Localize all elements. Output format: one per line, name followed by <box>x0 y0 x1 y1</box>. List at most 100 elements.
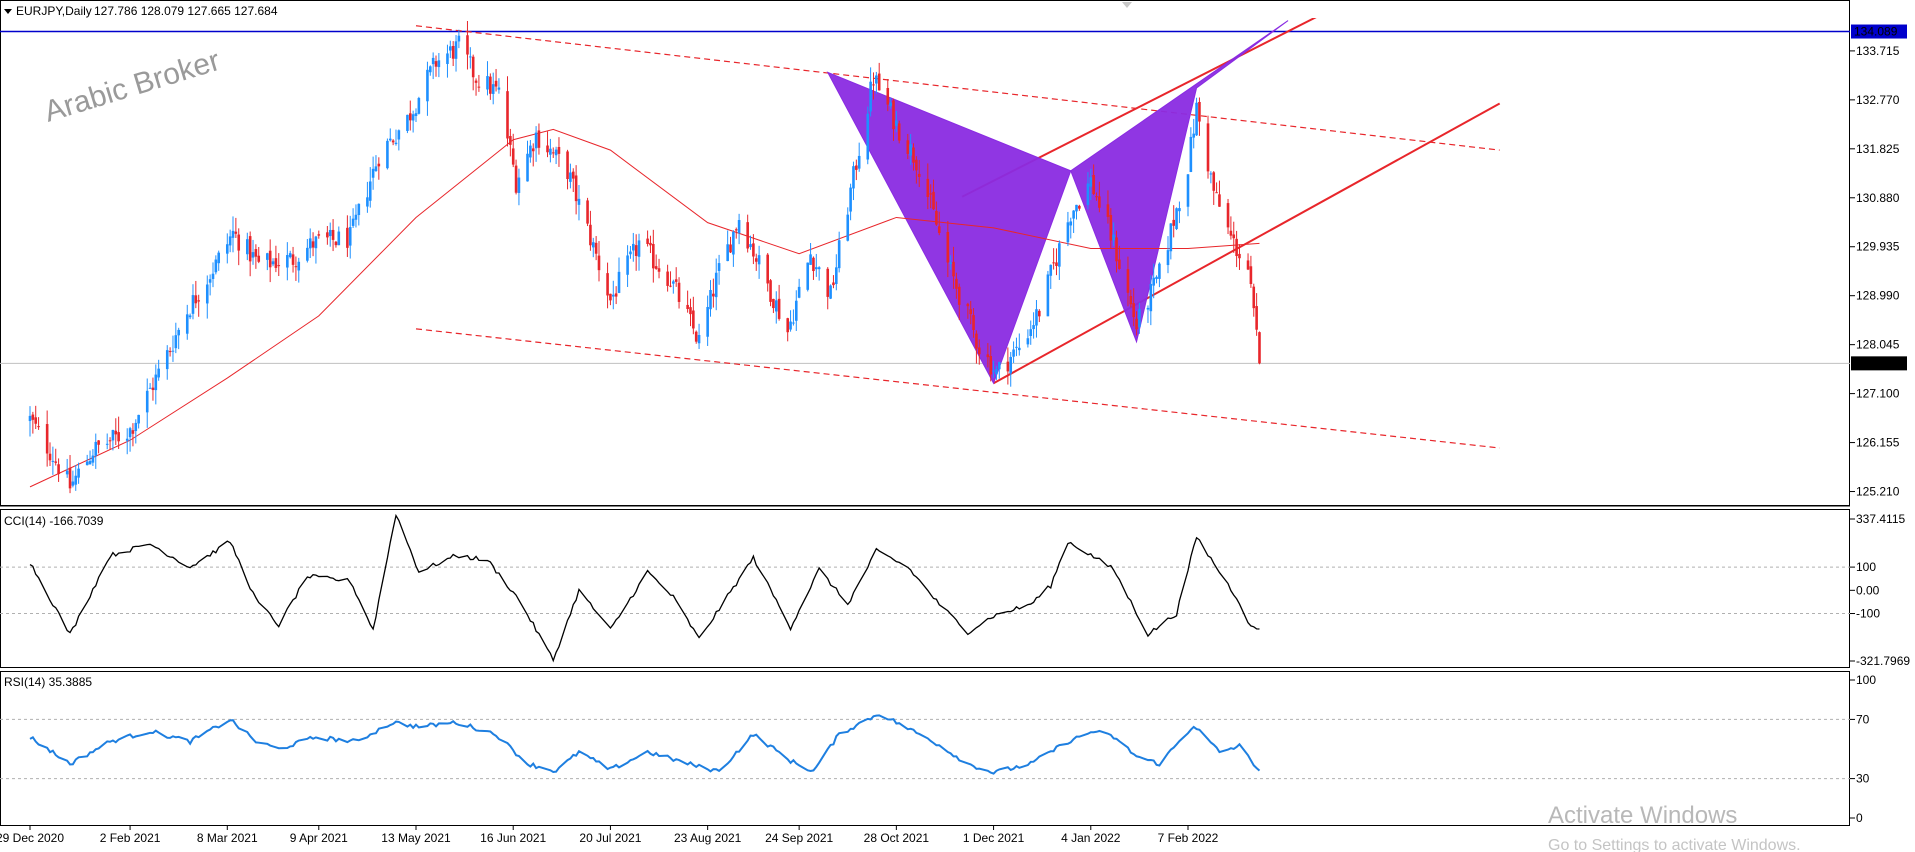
candle-body <box>248 236 252 262</box>
candle-body <box>1135 318 1138 330</box>
candle-body <box>657 268 661 272</box>
candle-body <box>652 243 655 269</box>
candle-body <box>511 148 515 165</box>
candle-body <box>812 257 815 272</box>
time-tick-label: 8 Mar 2021 <box>197 831 258 845</box>
cci-title: CCI(14) -166.7039 <box>4 514 104 528</box>
candle-body <box>51 460 55 462</box>
candle-body <box>268 250 272 268</box>
candle-body <box>274 258 278 268</box>
candle-body <box>1112 234 1115 241</box>
candle-body <box>966 303 970 307</box>
candle-body <box>729 244 732 253</box>
candle-body <box>614 293 618 297</box>
candle-body <box>1238 253 1241 259</box>
candle-body <box>277 265 281 267</box>
time-tick-label: 23 Aug 2021 <box>674 831 742 845</box>
candle-body <box>714 272 718 298</box>
candle-body <box>54 461 58 463</box>
candles <box>28 20 1261 494</box>
candle-body <box>105 443 109 445</box>
candle-body <box>414 113 418 117</box>
candle-body <box>174 335 178 349</box>
candle-body <box>31 414 35 420</box>
candle-body <box>125 438 129 441</box>
candle-body <box>835 267 838 285</box>
candle-body <box>554 149 558 156</box>
scroll-marker-icon[interactable] <box>1122 2 1132 8</box>
candle-body <box>886 88 890 105</box>
candle-body <box>926 178 930 198</box>
candle-body <box>1069 221 1073 226</box>
candle-body <box>586 200 589 224</box>
candle-body <box>997 362 1001 370</box>
candle-body <box>48 453 52 461</box>
candle-body <box>37 426 40 428</box>
candle-body <box>1086 183 1090 206</box>
dropdown-arrow-icon[interactable] <box>4 9 12 14</box>
candle-body <box>74 475 78 485</box>
candle-body <box>551 152 555 154</box>
candle-body <box>1106 204 1110 217</box>
trendline-solid[interactable] <box>993 102 1501 385</box>
candle-body <box>314 236 318 249</box>
candle-body <box>368 181 372 201</box>
channel-line-dashed[interactable] <box>415 328 1500 449</box>
time-tick-label: 13 May 2021 <box>381 831 451 845</box>
candle-body <box>271 261 275 265</box>
candle-body <box>889 102 892 107</box>
candle-body <box>732 231 735 255</box>
candle-body <box>1229 230 1233 236</box>
candle-body <box>797 286 801 298</box>
candle-body <box>654 266 658 269</box>
candle-body <box>1035 309 1038 326</box>
candle-body <box>672 281 675 284</box>
candle-body <box>366 197 369 207</box>
candle-body <box>1172 219 1176 226</box>
channel-line-dashed[interactable] <box>415 25 1500 151</box>
candle-body <box>792 322 795 324</box>
candle-body <box>85 461 89 466</box>
candle-body <box>1152 277 1155 286</box>
candle-body <box>1215 192 1218 194</box>
candle-body <box>1218 194 1221 207</box>
harmonic-pattern[interactable] <box>826 20 1289 385</box>
candle-body <box>225 244 229 254</box>
price-grid <box>0 30 1850 364</box>
candle-body <box>666 271 669 286</box>
candle-body <box>766 254 769 284</box>
harmonic-triangle-1[interactable] <box>826 71 1072 385</box>
candle-body <box>1055 262 1058 266</box>
candle-body <box>591 242 595 248</box>
watermark-text: Arabic Broker <box>40 44 223 129</box>
candle-body <box>77 468 80 478</box>
candle-body <box>817 267 821 270</box>
harmonic-triangle-2[interactable] <box>1070 20 1289 344</box>
candle-body <box>114 430 118 435</box>
candle-body <box>574 175 578 202</box>
candle-body <box>1095 196 1098 198</box>
time-axis: 29 Dec 2020 2 Feb 2021 8 Mar 2021 9 Apr 202… <box>0 826 1219 845</box>
candle-body <box>752 243 755 257</box>
candle-body <box>397 130 401 140</box>
candle-body <box>494 80 498 87</box>
candle-body <box>1158 263 1161 279</box>
candle-body <box>1235 238 1238 257</box>
candle-body <box>294 266 298 268</box>
candle-body <box>986 354 990 358</box>
candle-body <box>526 153 529 182</box>
candle-body <box>297 261 301 271</box>
price-tick-label: 129.935 <box>1856 240 1900 254</box>
price-tick-label: 126.155 <box>1856 436 1900 450</box>
last-price-tag <box>1851 356 1907 371</box>
candle-body <box>777 298 781 319</box>
indicator-tick-label: 337.4115 <box>1856 512 1905 526</box>
candle-body <box>431 57 435 65</box>
candle-body <box>91 455 95 463</box>
candle-body <box>734 229 738 231</box>
candle-body <box>434 61 438 67</box>
price-tick-label: 131.825 <box>1856 142 1900 156</box>
candle-body <box>1138 309 1141 328</box>
candle-body <box>617 271 621 293</box>
